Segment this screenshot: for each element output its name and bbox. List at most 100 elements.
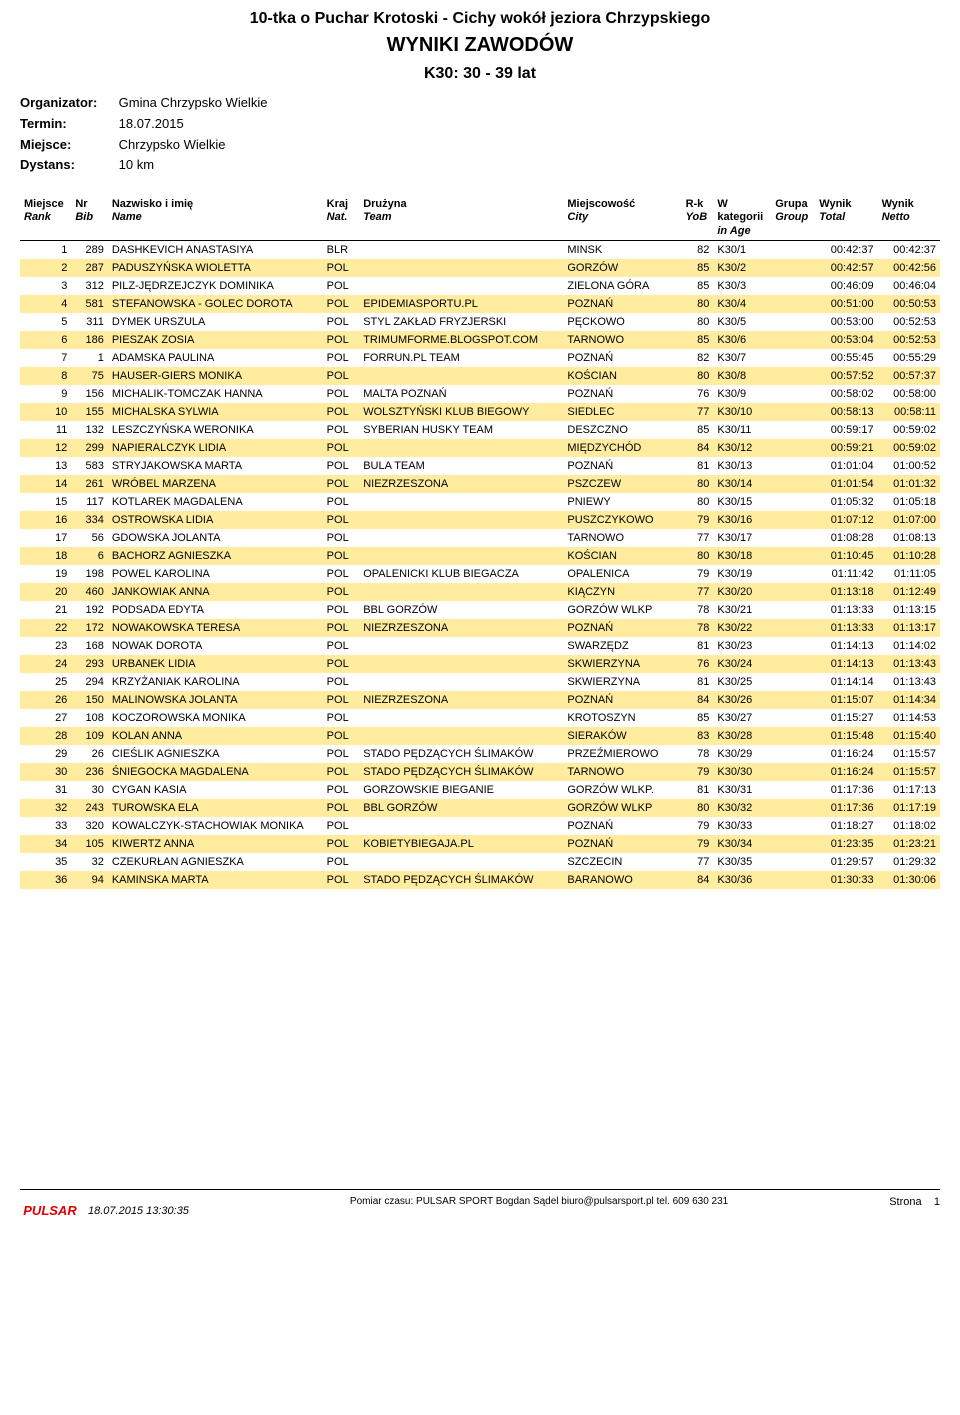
cell: KOŚCIAN xyxy=(563,547,681,565)
event-title: 10-tka o Puchar Krotoski - Cichy wokół j… xyxy=(20,10,940,28)
cell: NAPIERALCZYK LIDIA xyxy=(108,439,323,457)
cell: KOWALCZYK-STACHOWIAK MONIKA xyxy=(108,817,323,835)
cell: BBL GORZÓW xyxy=(359,601,563,619)
cell xyxy=(359,240,563,259)
cell: POL xyxy=(323,727,360,745)
cell: STADO PĘDZĄCYCH ŚLIMAKÓW xyxy=(359,763,563,781)
cell: 80 xyxy=(682,313,714,331)
table-row: 26150MALINOWSKA JOLANTAPOLNIEZRZESZONAPO… xyxy=(20,691,940,709)
cell: SZCZECIN xyxy=(563,853,681,871)
cell: PUSZCZYKOWO xyxy=(563,511,681,529)
cell: 01:01:54 xyxy=(815,475,877,493)
cell: WRÓBEL MARZENA xyxy=(108,475,323,493)
cell xyxy=(359,493,563,511)
cell: 01:13:17 xyxy=(878,619,940,637)
cell: POL xyxy=(323,709,360,727)
table-row: 6186PIESZAK ZOSIAPOLTRIMUMFORME.BLOGSPOT… xyxy=(20,331,940,349)
table-row: 32243TUROWSKA ELAPOLBBL GORZÓWGORZÓW WLK… xyxy=(20,799,940,817)
cell: 81 xyxy=(682,457,714,475)
cell xyxy=(771,691,815,709)
cell: NIEZRZESZONA xyxy=(359,475,563,493)
cell xyxy=(771,835,815,853)
cell: 20 xyxy=(20,583,71,601)
cell: POL xyxy=(323,295,360,313)
cell: 00:50:53 xyxy=(878,295,940,313)
cell: URBANEK LIDIA xyxy=(108,655,323,673)
cell: 460 xyxy=(71,583,108,601)
cell: POZNAŃ xyxy=(563,385,681,403)
cell: 32 xyxy=(20,799,71,817)
col-total: WynikTotal xyxy=(815,196,877,240)
cell: PĘCKOWO xyxy=(563,313,681,331)
cell: DYMEK URSZULA xyxy=(108,313,323,331)
cell: MALINOWSKA JOLANTA xyxy=(108,691,323,709)
table-row: 2287PADUSZYŃSKA WIOLETTAPOLGORZÓW85K30/2… xyxy=(20,259,940,277)
results-table: MiejsceRank NrBib Nazwisko i imięName Kr… xyxy=(20,196,940,889)
table-row: 34105KIWERTZ ANNAPOLKOBIETYBIEGAJA.PLPOZ… xyxy=(20,835,940,853)
cell: 581 xyxy=(71,295,108,313)
cell: 01:05:18 xyxy=(878,493,940,511)
cell xyxy=(771,511,815,529)
footer-credit: Pomiar czasu: PULSAR SPORT Bogdan Sądel … xyxy=(189,1196,889,1207)
cell: PIESZAK ZOSIA xyxy=(108,331,323,349)
cell: 79 xyxy=(682,511,714,529)
cell: 01:23:35 xyxy=(815,835,877,853)
cell: 00:58:13 xyxy=(815,403,877,421)
table-row: 1289DASHKEVICH ANASTASIYABLRMINSK82K30/1… xyxy=(20,240,940,259)
cell: KRZYŻANIAK KAROLINA xyxy=(108,673,323,691)
table-row: 13583STRYJAKOWSKA MARTAPOLBULA TEAMPOZNA… xyxy=(20,457,940,475)
table-row: 5311DYMEK URSZULAPOLSTYL ZAKŁAD FRYZJERS… xyxy=(20,313,940,331)
cell: 21 xyxy=(20,601,71,619)
cell: POL xyxy=(323,817,360,835)
cell xyxy=(771,817,815,835)
cell xyxy=(359,637,563,655)
cell: POL xyxy=(323,277,360,295)
cell: POL xyxy=(323,511,360,529)
col-name: Nazwisko i imięName xyxy=(108,196,323,240)
cell: TARNOWO xyxy=(563,529,681,547)
cell: POL xyxy=(323,871,360,889)
cell: 79 xyxy=(682,763,714,781)
table-row: 1756GDOWSKA JOLANTAPOLTARNOWO77K30/1701:… xyxy=(20,529,940,547)
cell: 80 xyxy=(682,367,714,385)
cell: POL xyxy=(323,367,360,385)
cell: 75 xyxy=(71,367,108,385)
table-row: 2926CIEŚLIK AGNIESZKAPOLSTADO PĘDZĄCYCH … xyxy=(20,745,940,763)
cell: 150 xyxy=(71,691,108,709)
cell: K30/14 xyxy=(713,475,771,493)
cell: 26 xyxy=(20,691,71,709)
cell: K30/26 xyxy=(713,691,771,709)
cell xyxy=(359,727,563,745)
cell: KOBIETYBIEGAJA.PL xyxy=(359,835,563,853)
cell: 334 xyxy=(71,511,108,529)
cell: 1 xyxy=(71,349,108,367)
cell: 01:11:42 xyxy=(815,565,877,583)
date-label: Termin: xyxy=(20,114,115,135)
cell xyxy=(359,367,563,385)
cell: GDOWSKA JOLANTA xyxy=(108,529,323,547)
table-row: 28109KOLAN ANNAPOLSIERAKÓW83K30/2801:15:… xyxy=(20,727,940,745)
cell: POL xyxy=(323,259,360,277)
cell: 289 xyxy=(71,240,108,259)
table-row: 3130CYGAN KASIAPOLGORZOWSKIE BIEGANIEGOR… xyxy=(20,781,940,799)
cell: KIĄCZYN xyxy=(563,583,681,601)
cell: 172 xyxy=(71,619,108,637)
cell xyxy=(771,637,815,655)
table-row: 15117KOTLAREK MAGDALENAPOLPNIEWY80K30/15… xyxy=(20,493,940,511)
cell: 156 xyxy=(71,385,108,403)
cell: JANKOWIAK ANNA xyxy=(108,583,323,601)
cell xyxy=(359,655,563,673)
cell: 77 xyxy=(682,583,714,601)
category-title: K30: 30 - 39 lat xyxy=(20,65,940,83)
cell xyxy=(771,421,815,439)
cell: K30/34 xyxy=(713,835,771,853)
cell: 198 xyxy=(71,565,108,583)
cell: 29 xyxy=(20,745,71,763)
cell: POL xyxy=(323,385,360,403)
cell: 236 xyxy=(71,763,108,781)
table-row: 186BACHORZ AGNIESZKAPOLKOŚCIAN80K30/1801… xyxy=(20,547,940,565)
results-title: WYNIKI ZAWODÓW xyxy=(20,34,940,57)
cell xyxy=(771,601,815,619)
col-age: W kategoriiin Age xyxy=(713,196,771,240)
cell: POZNAŃ xyxy=(563,817,681,835)
